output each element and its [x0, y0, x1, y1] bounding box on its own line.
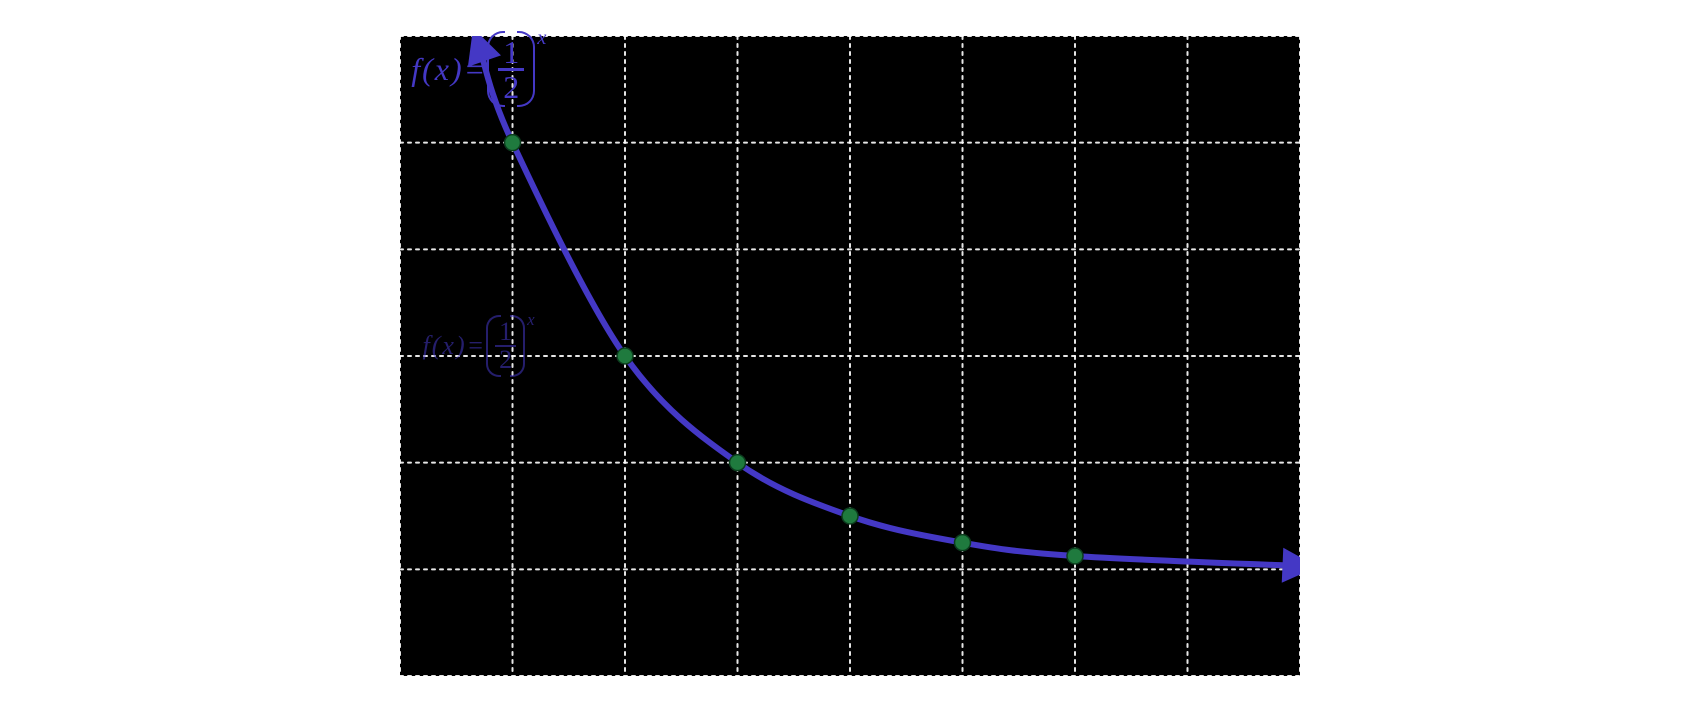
- formula-eq: =: [464, 51, 486, 88]
- exponential-decay-chart: [400, 36, 1300, 676]
- chart-container: f ( x ) = 1 2 x f ( x ) = 1 2 x: [400, 36, 1300, 676]
- formula-exponent: x: [537, 26, 546, 50]
- data-point: [842, 508, 858, 524]
- data-point: [505, 135, 521, 151]
- data-point: [730, 455, 746, 471]
- function-formula-label-echo: f ( x ) = 1 2 x: [423, 319, 535, 373]
- formula-frac-den: 2: [498, 71, 524, 103]
- formula-fraction-paren: 1 2: [487, 36, 535, 103]
- formula-frac-num: 1: [498, 36, 524, 68]
- data-point: [955, 535, 971, 551]
- data-point: [1067, 548, 1083, 564]
- formula-fraction: 1 2: [498, 36, 524, 103]
- formula-fn: f: [411, 51, 420, 88]
- formula-arg: x: [435, 51, 449, 88]
- data-point: [617, 348, 633, 364]
- function-formula-label: f ( x ) = 1 2 x: [411, 36, 546, 103]
